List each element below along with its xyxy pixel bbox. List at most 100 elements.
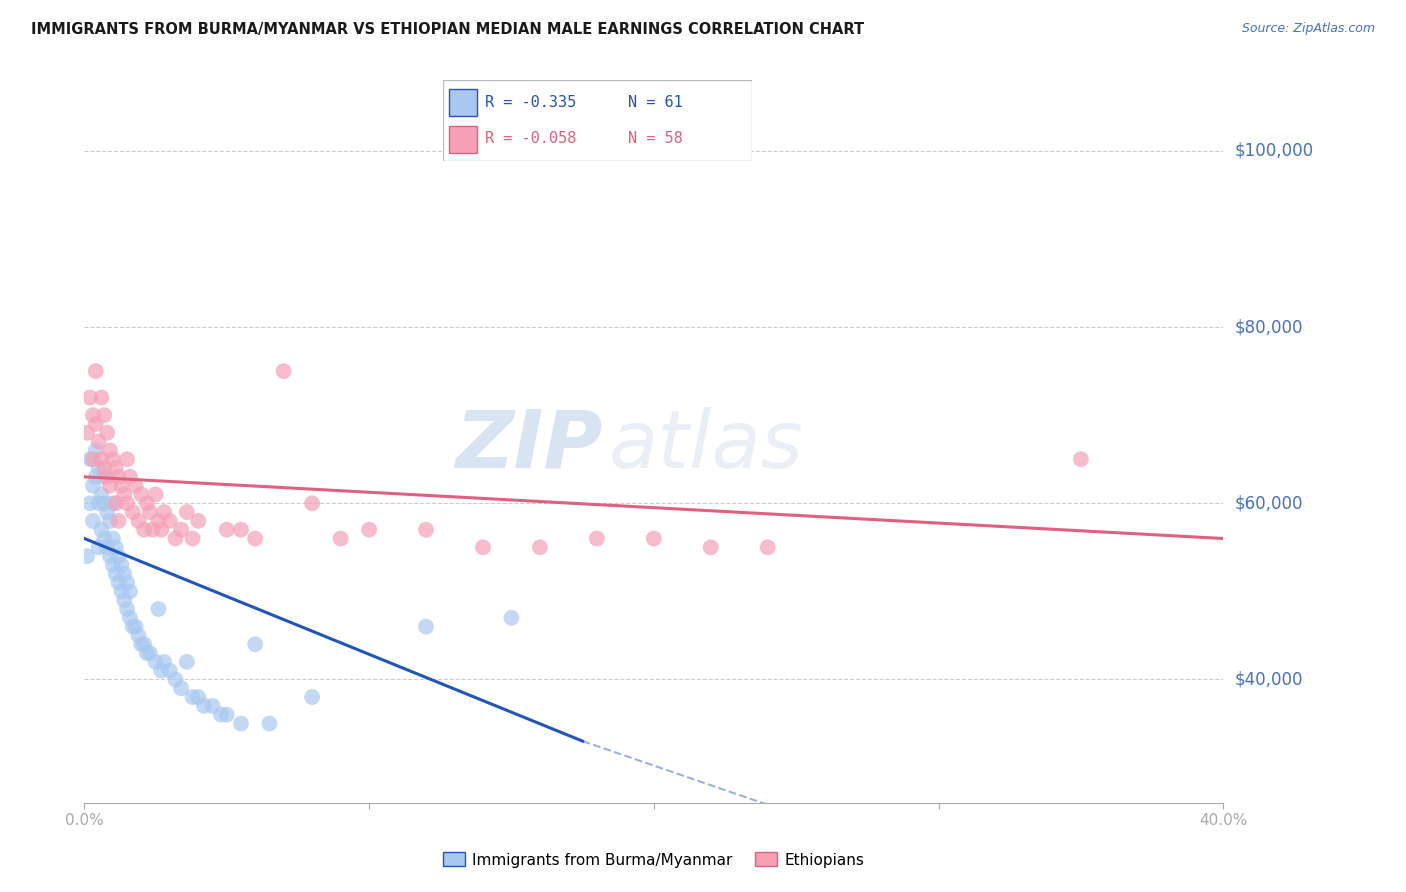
Point	[101, 496, 124, 510]
Point	[115, 575, 138, 590]
Point	[170, 681, 193, 696]
Point	[176, 505, 198, 519]
Point	[170, 523, 193, 537]
Point	[112, 593, 135, 607]
Text: IMMIGRANTS FROM BURMA/MYANMAR VS ETHIOPIAN MEDIAN MALE EARNINGS CORRELATION CHAR: IMMIGRANTS FROM BURMA/MYANMAR VS ETHIOPI…	[31, 22, 865, 37]
Point	[127, 514, 149, 528]
Point	[415, 619, 437, 633]
Point	[93, 496, 115, 510]
Point	[529, 541, 551, 555]
Point	[150, 664, 173, 678]
Point	[159, 514, 181, 528]
Point	[118, 611, 141, 625]
Point	[136, 496, 159, 510]
Point	[181, 690, 204, 704]
Point	[96, 470, 118, 484]
Point	[127, 628, 149, 642]
Point	[98, 478, 121, 492]
Point	[124, 478, 146, 492]
Text: $80,000: $80,000	[1234, 318, 1303, 336]
Point	[82, 478, 104, 492]
Point	[79, 496, 101, 510]
Point	[82, 514, 104, 528]
Point	[93, 470, 115, 484]
Point	[90, 487, 112, 501]
Point	[134, 523, 156, 537]
Point	[96, 505, 118, 519]
Point	[148, 602, 170, 616]
Point	[87, 541, 110, 555]
Point	[93, 461, 115, 475]
Point	[107, 549, 129, 563]
Point	[101, 532, 124, 546]
Text: atlas: atlas	[609, 407, 803, 485]
Point	[87, 434, 110, 449]
Point	[259, 716, 281, 731]
Point	[112, 487, 135, 501]
Point	[104, 541, 127, 555]
Point	[643, 532, 665, 546]
Point	[142, 523, 165, 537]
Point	[148, 514, 170, 528]
Point	[165, 673, 187, 687]
Point	[700, 541, 723, 555]
Point	[87, 461, 110, 475]
Point	[301, 496, 323, 510]
Point	[187, 690, 209, 704]
Point	[90, 391, 112, 405]
Point	[104, 461, 127, 475]
Point	[107, 575, 129, 590]
Point	[82, 452, 104, 467]
Point	[124, 619, 146, 633]
Text: $60,000: $60,000	[1234, 494, 1303, 512]
Point	[1070, 452, 1092, 467]
Point	[245, 532, 267, 546]
Point	[215, 707, 238, 722]
Text: $100,000: $100,000	[1234, 142, 1313, 160]
Point	[121, 505, 143, 519]
Point	[209, 707, 232, 722]
Text: R = -0.058: R = -0.058	[485, 131, 576, 146]
Point	[110, 558, 132, 572]
Text: N = 58: N = 58	[628, 131, 683, 146]
Point	[273, 364, 295, 378]
Text: ZIP: ZIP	[456, 407, 603, 485]
Point	[90, 523, 112, 537]
Point	[93, 532, 115, 546]
FancyBboxPatch shape	[443, 80, 752, 161]
Point	[153, 655, 176, 669]
Point	[229, 716, 252, 731]
Point	[359, 523, 381, 537]
Point	[165, 532, 187, 546]
Point	[90, 452, 112, 467]
Point	[131, 637, 153, 651]
Point	[115, 496, 138, 510]
Point	[215, 523, 238, 537]
Point	[84, 470, 107, 484]
Point	[84, 417, 107, 431]
Point	[87, 496, 110, 510]
Point	[229, 523, 252, 537]
Point	[76, 549, 98, 563]
Point	[139, 505, 162, 519]
Point	[150, 523, 173, 537]
Point	[101, 452, 124, 467]
Legend: Immigrants from Burma/Myanmar, Ethiopians: Immigrants from Burma/Myanmar, Ethiopian…	[437, 847, 870, 873]
Point	[134, 637, 156, 651]
Point	[96, 541, 118, 555]
Point	[79, 391, 101, 405]
Point	[98, 514, 121, 528]
Point	[136, 646, 159, 660]
Point	[115, 602, 138, 616]
Point	[131, 487, 153, 501]
Point	[107, 470, 129, 484]
Point	[93, 408, 115, 422]
Point	[145, 487, 167, 501]
Point	[104, 496, 127, 510]
Point	[118, 470, 141, 484]
Point	[107, 514, 129, 528]
Point	[101, 558, 124, 572]
Point	[84, 364, 107, 378]
Point	[96, 425, 118, 440]
Point	[84, 443, 107, 458]
